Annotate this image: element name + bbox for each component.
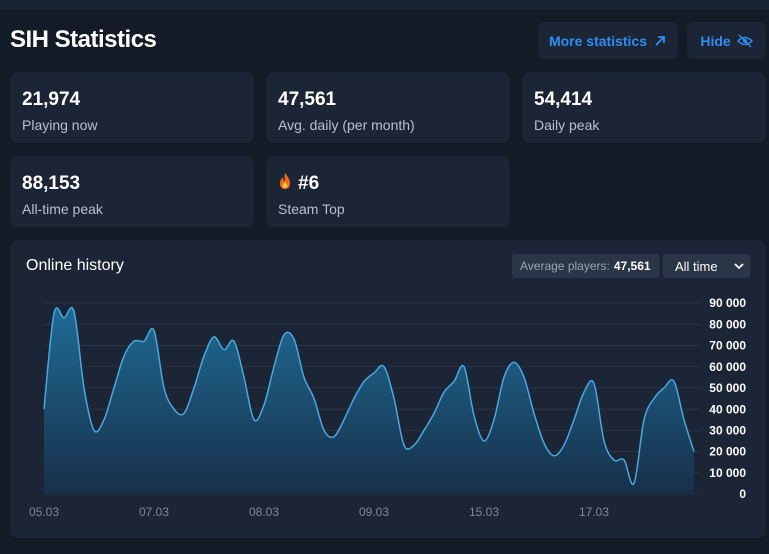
y-tick-label: 60 000	[709, 360, 746, 374]
stat-label: All-time peak	[22, 201, 103, 217]
stat-label: Daily peak	[534, 117, 600, 133]
arrow-icon	[655, 35, 665, 46]
stat-label: Avg. daily (per month)	[278, 117, 415, 133]
y-tick-label: 30 000	[709, 424, 746, 438]
stat-value: #6	[298, 173, 320, 194]
y-tick-label: 50 000	[709, 381, 746, 395]
y-tick-label: 80 000	[709, 317, 746, 331]
range-select-label: All time	[675, 258, 718, 274]
stat-value: 88,153	[22, 173, 81, 194]
page-title: SIH Statistics	[10, 26, 157, 53]
stat-value: 54,414	[534, 89, 593, 110]
more-statistics-button[interactable]: More statistics	[538, 22, 678, 59]
eye-off-icon	[736, 33, 753, 48]
x-tick-label: 05.03	[29, 505, 59, 519]
x-tick-label: 08.03	[249, 505, 279, 519]
chart-title: Online history	[26, 257, 124, 274]
stat-card: 54,414 Daily peak	[522, 72, 766, 143]
line	[43, 306, 695, 486]
button-label: Hide	[700, 32, 731, 49]
stat-label: Playing now	[22, 117, 98, 133]
y-tick-label: 0	[739, 487, 746, 501]
y-tick-label: 40 000	[709, 402, 746, 416]
x-tick-label: 09.03	[359, 505, 389, 519]
y-tick-label: 10 000	[709, 466, 746, 480]
area-fill	[44, 307, 694, 494]
hide-button[interactable]: Hide	[687, 22, 766, 59]
x-tick-label: 17.03	[579, 505, 609, 519]
average-value: 47,561	[613, 259, 651, 273]
average-badge: Average players: 47,561	[512, 254, 659, 278]
button-label: More statistics	[548, 32, 648, 49]
y-tick-label: 20 000	[709, 445, 746, 459]
y-tick-label: 70 000	[709, 339, 746, 353]
y-tick-label: 90 000	[709, 296, 746, 310]
stat-card: 21,974 Playing now	[10, 72, 254, 143]
stat-value: 47,561	[278, 89, 337, 110]
average-label: Average players:	[520, 259, 610, 273]
stat-value: 21,974	[22, 89, 81, 110]
fire-icon	[280, 173, 290, 189]
range-select[interactable]: All time	[663, 254, 750, 278]
stat-card: 88,153 All-time peak	[10, 156, 254, 227]
stat-card: #6 Steam Top	[266, 156, 510, 227]
top-bar	[0, 0, 769, 10]
chevron-icon	[734, 263, 744, 270]
x-tick-label: 07.03	[139, 505, 169, 519]
stat-card: 47,561 Avg. daily (per month)	[266, 72, 510, 143]
x-tick-label: 15.03	[469, 505, 499, 519]
stat-label: Steam Top	[278, 201, 345, 217]
